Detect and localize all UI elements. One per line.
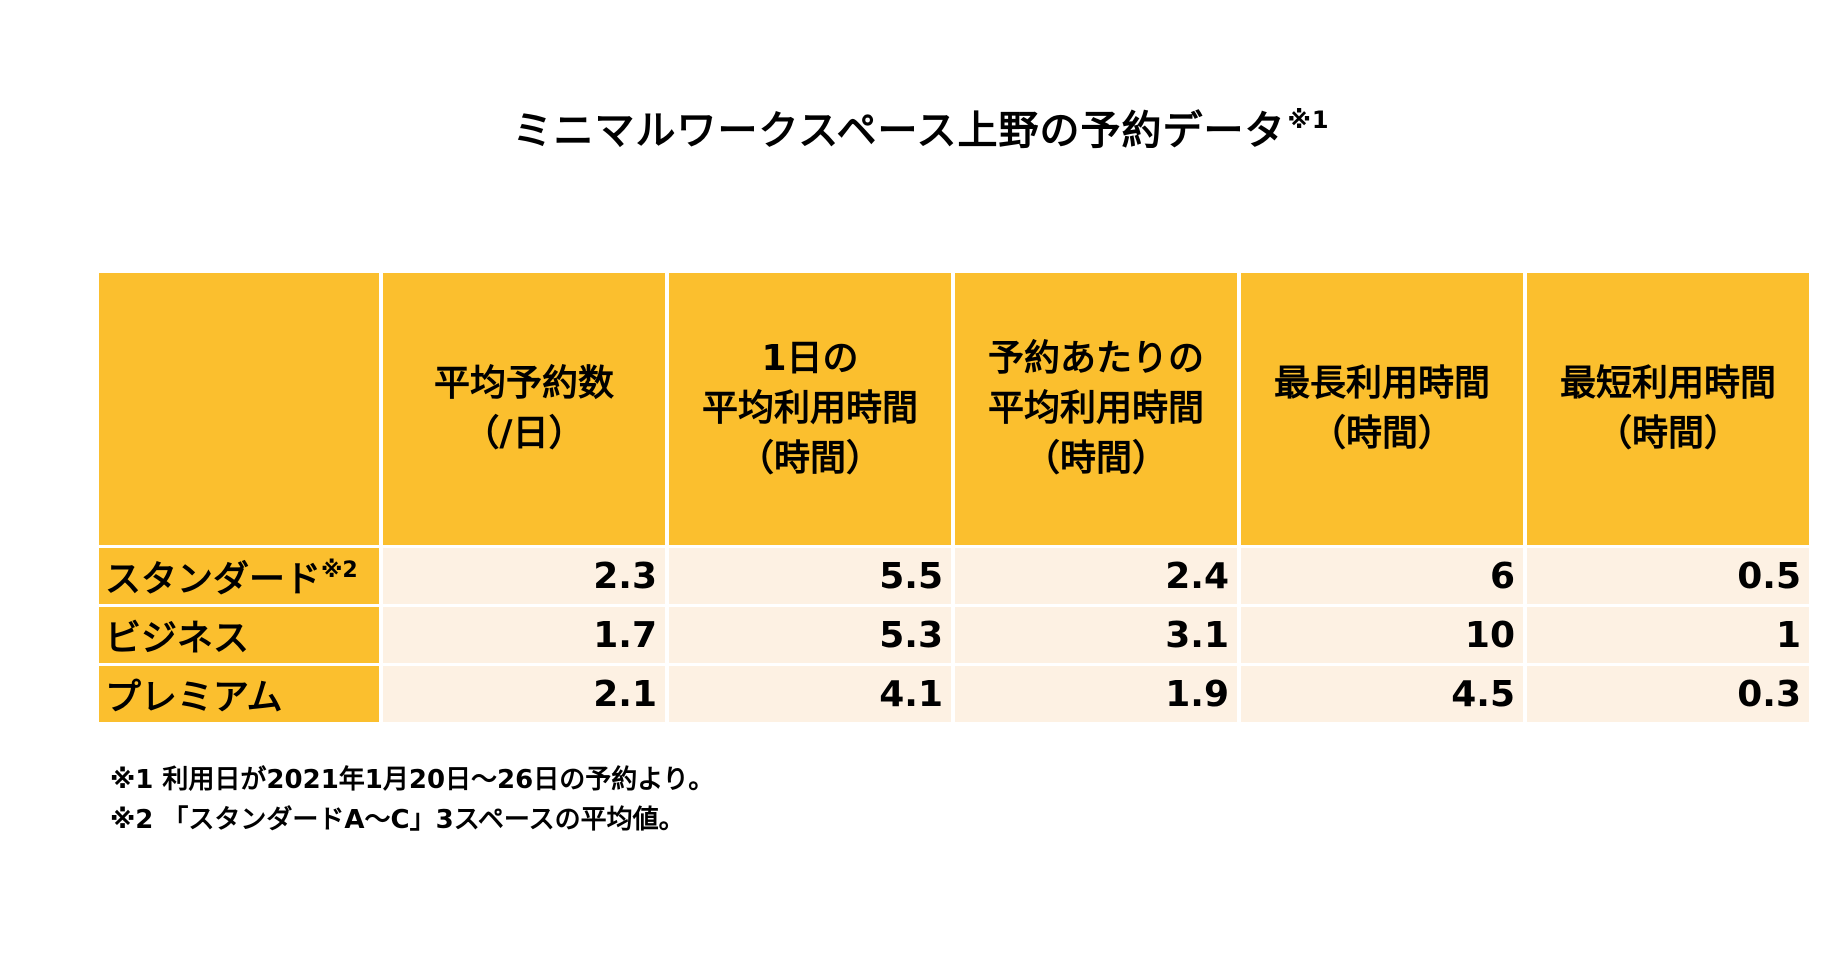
row-label-premium: プレミアム	[99, 666, 379, 722]
header-line: 平均利用時間	[701, 388, 918, 429]
header-cell-daily-avg-usage: 1日の 平均利用時間 （時間）	[669, 273, 951, 545]
footnote-2: ※2 「スタンダードA～C」3スペースの平均値。	[110, 805, 685, 835]
table-cell: 1	[1527, 607, 1809, 663]
header-line: 最短利用時間	[1559, 363, 1776, 404]
table-cell: 4.5	[1241, 666, 1523, 722]
table-row: プレミアム 2.1 4.1 1.9 4.5 0.3	[99, 666, 1809, 722]
header-line: （時間）	[1023, 438, 1168, 479]
header-line: （時間）	[737, 438, 882, 479]
header-line: 最長利用時間	[1273, 363, 1490, 404]
table-cell: 3.1	[955, 607, 1237, 663]
header-cell-avg-reservations: 平均予約数 （/日）	[383, 273, 665, 545]
row-note-mark: ※2	[321, 558, 358, 583]
table-cell: 0.5	[1527, 548, 1809, 604]
chart-title-text: ミニマルワークスペース上野の予約データ	[512, 108, 1286, 154]
header-cell-per-reservation-avg-usage: 予約あたりの 平均利用時間 （時間）	[955, 273, 1237, 545]
table-cell: 5.5	[669, 548, 951, 604]
header-line: （時間）	[1309, 413, 1454, 454]
header-cell-min-usage: 最短利用時間 （時間）	[1527, 273, 1809, 545]
table-cell: 0.3	[1527, 666, 1809, 722]
table-cell: 1.9	[955, 666, 1237, 722]
table-cell: 10	[1241, 607, 1523, 663]
table-cell: 6	[1241, 548, 1523, 604]
footnotes: ※1 利用日が2021年1月20日～26日の予約より。 ※2 「スタンダードA～…	[110, 760, 714, 840]
header-line: 平均利用時間	[987, 388, 1204, 429]
header-line: 平均予約数	[433, 363, 614, 404]
title-note-mark: ※1	[1287, 106, 1330, 134]
footnote-1: ※1 利用日が2021年1月20日～26日の予約より。	[110, 765, 715, 795]
table-cell: 2.3	[383, 548, 665, 604]
table-cell: 2.1	[383, 666, 665, 722]
row-label-text: ビジネス	[105, 618, 250, 659]
table-cell: 2.4	[955, 548, 1237, 604]
table-cell: 4.1	[669, 666, 951, 722]
table-row: ビジネス 1.7 5.3 3.1 10 1	[99, 607, 1809, 663]
row-label-standard: スタンダード※2	[99, 548, 379, 604]
row-label-text: スタンダード	[105, 559, 322, 600]
header-line: （/日）	[463, 413, 585, 454]
chart-title: ミニマルワークスペース上野の予約データ※1	[0, 98, 1842, 156]
header-line: 1日の	[761, 338, 859, 379]
table-row: スタンダード※2 2.3 5.5 2.4 6 0.5	[99, 548, 1809, 604]
data-table: 平均予約数 （/日） 1日の 平均利用時間 （時間） 予約あたりの 平均利用時間…	[95, 270, 1813, 725]
table-cell: 1.7	[383, 607, 665, 663]
table-cell: 5.3	[669, 607, 951, 663]
header-corner-cell	[99, 273, 379, 545]
row-label-business: ビジネス	[99, 607, 379, 663]
row-label-text: プレミアム	[105, 677, 283, 718]
header-line: 予約あたりの	[987, 338, 1204, 379]
header-row: 平均予約数 （/日） 1日の 平均利用時間 （時間） 予約あたりの 平均利用時間…	[99, 273, 1809, 545]
header-cell-max-usage: 最長利用時間 （時間）	[1241, 273, 1523, 545]
header-line: （時間）	[1595, 413, 1740, 454]
